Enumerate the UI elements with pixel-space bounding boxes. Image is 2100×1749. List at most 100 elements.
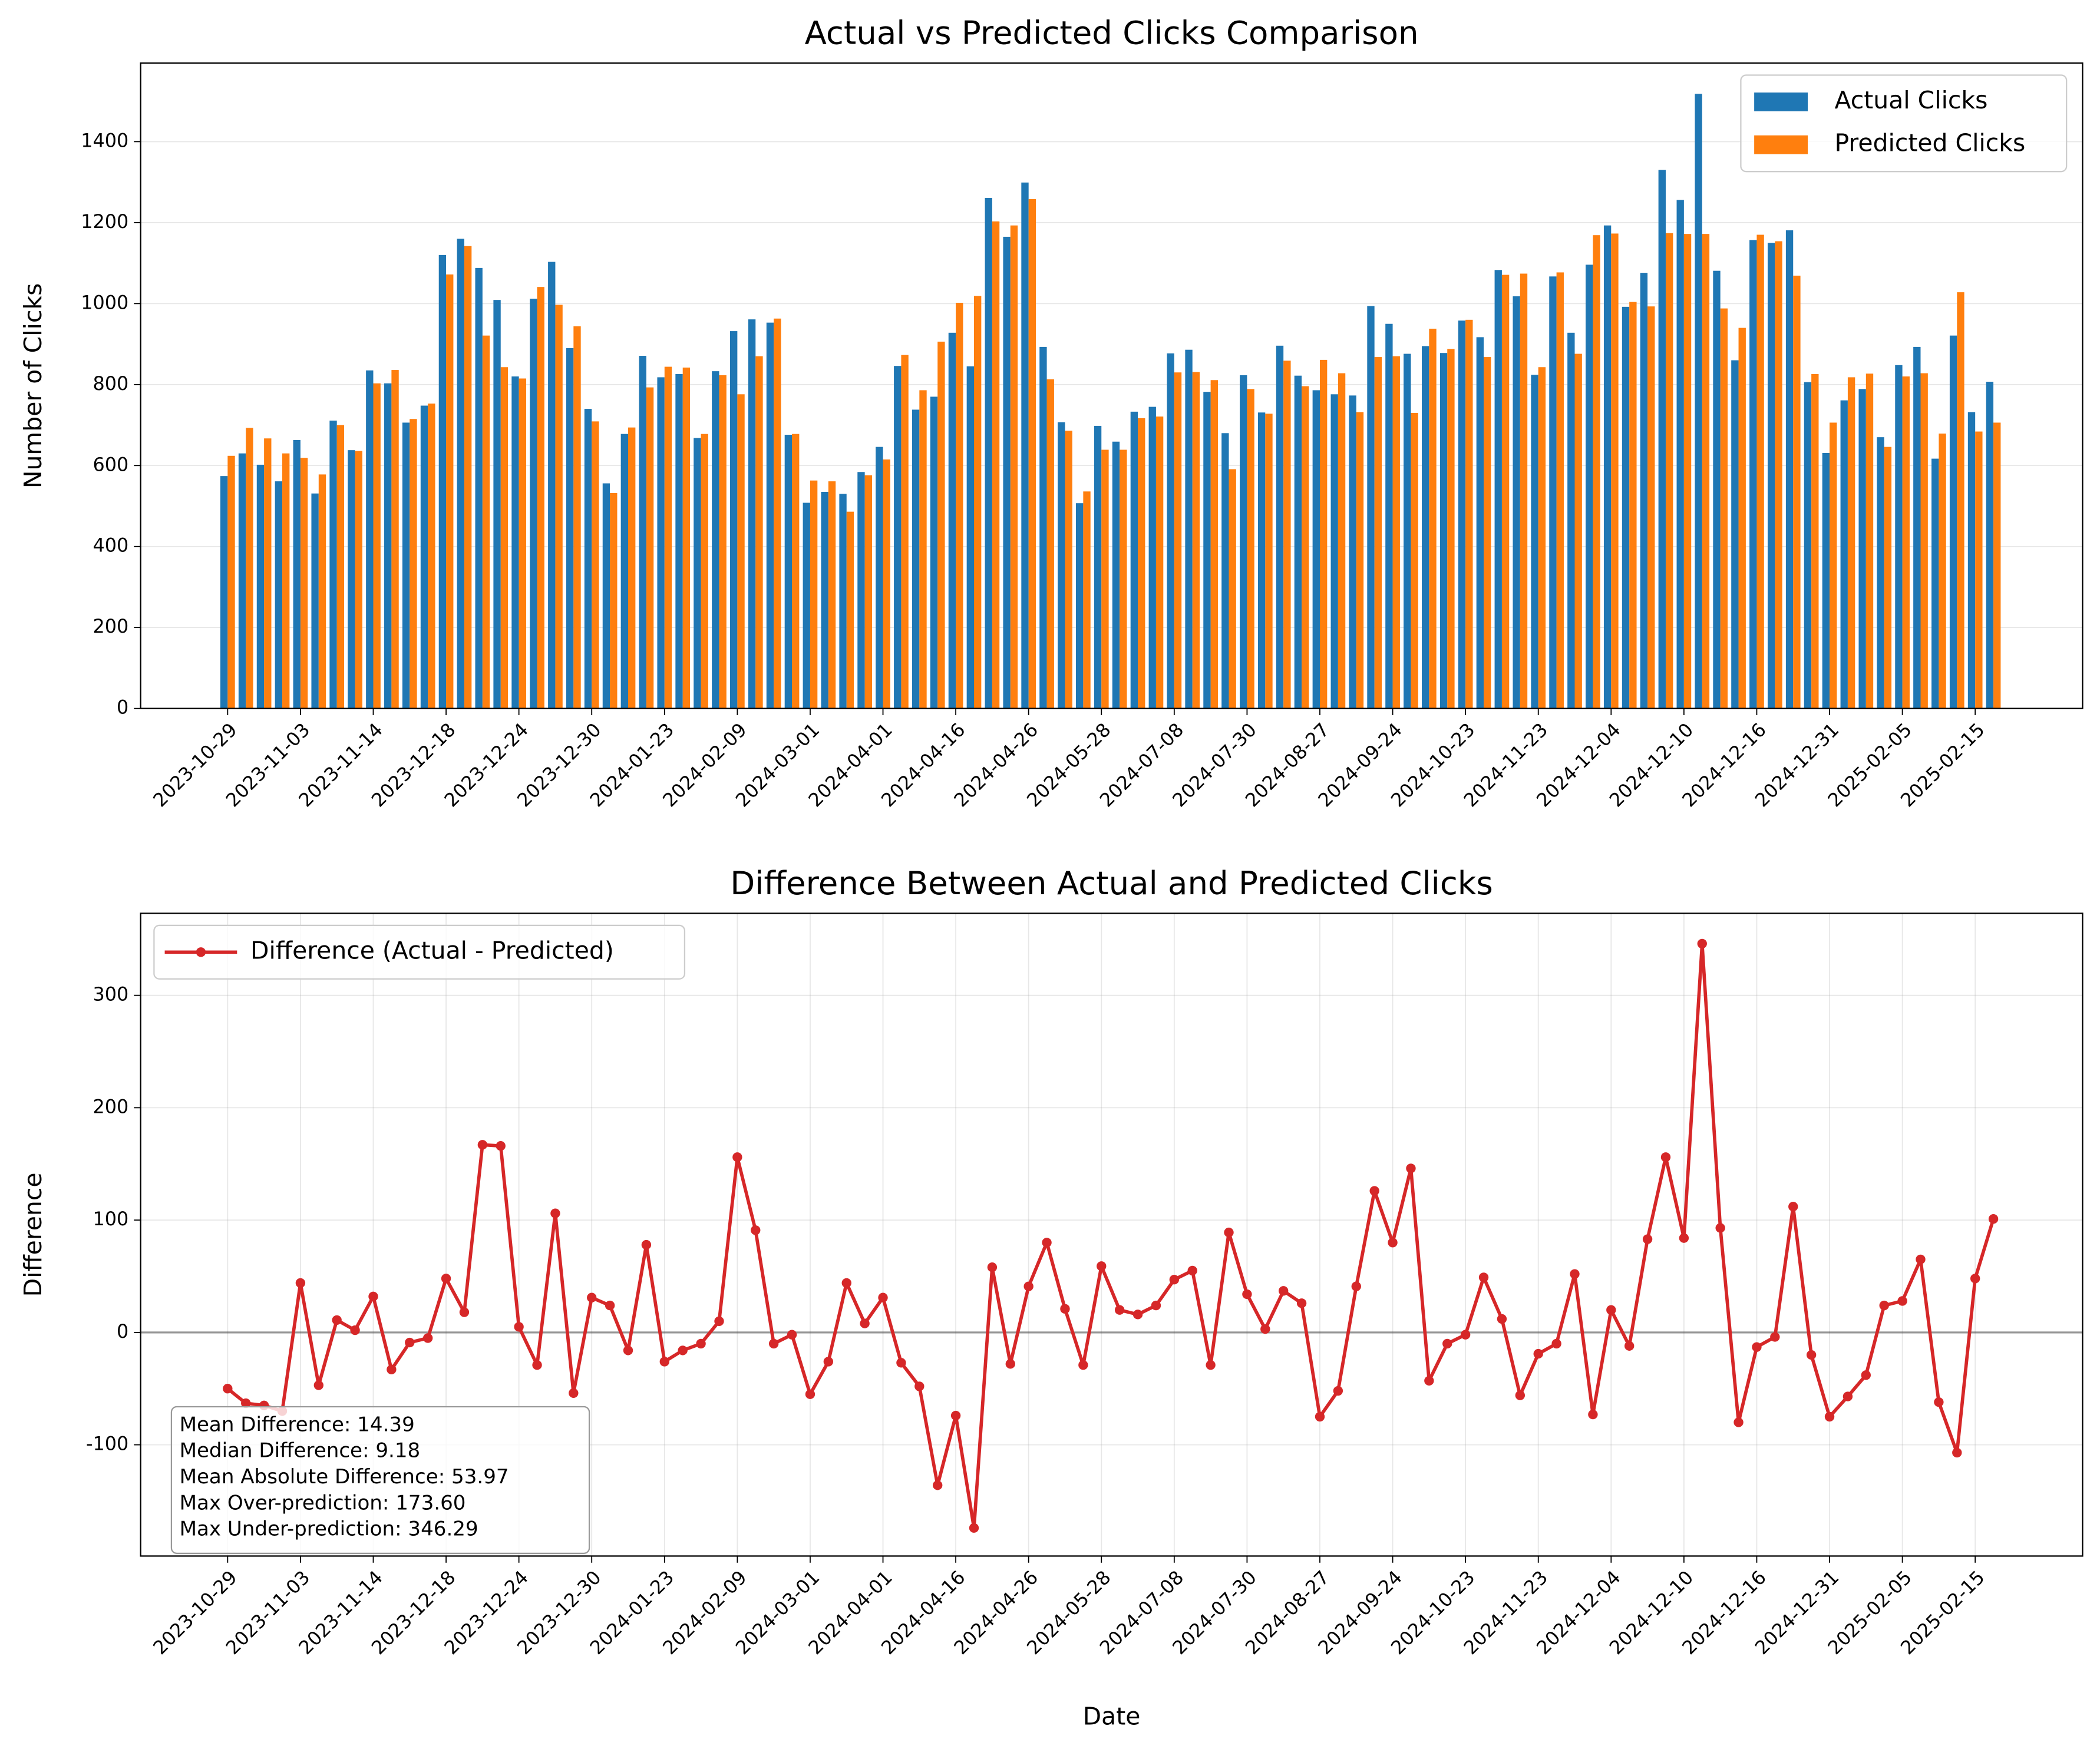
bar <box>719 375 727 709</box>
y-tick-label: 400 <box>93 534 128 557</box>
point <box>1806 1350 1817 1360</box>
bar <box>1229 469 1236 709</box>
bar <box>1567 332 1575 709</box>
bar <box>548 262 556 709</box>
bar <box>1858 389 1866 709</box>
bar <box>519 378 526 709</box>
bar <box>748 319 756 709</box>
point <box>1369 1186 1379 1196</box>
bar <box>410 419 417 709</box>
line <box>226 942 1995 1530</box>
bar <box>1138 418 1145 709</box>
bar <box>1720 308 1728 709</box>
bar <box>864 475 872 709</box>
point <box>1970 1274 1980 1284</box>
bar <box>1658 170 1666 709</box>
bar <box>639 356 646 709</box>
bar <box>1392 356 1400 709</box>
bar <box>620 434 629 709</box>
bar <box>1247 389 1254 709</box>
y-tick-label: 800 <box>93 372 128 395</box>
bar <box>919 390 927 709</box>
point <box>1752 1342 1762 1352</box>
point <box>1224 1227 1234 1238</box>
point <box>1824 1411 1835 1422</box>
bar <box>1884 447 1892 709</box>
bar <box>1494 270 1502 709</box>
point <box>241 1398 251 1409</box>
point <box>860 1318 870 1328</box>
bar <box>1549 276 1557 709</box>
y-tick-label: 300 <box>93 983 128 1006</box>
bar <box>530 299 537 709</box>
y-tick-label: 200 <box>93 1095 128 1117</box>
point <box>441 1274 451 1284</box>
bar <box>1112 441 1120 709</box>
point <box>422 1333 433 1343</box>
bar <box>293 439 301 709</box>
point <box>514 1322 524 1332</box>
bar <box>282 453 290 709</box>
chart-title: Actual vs Predicted Clicks Comparison <box>805 14 1419 51</box>
point <box>387 1364 397 1374</box>
bar <box>275 481 283 709</box>
bar <box>1785 230 1794 709</box>
bar <box>220 476 228 709</box>
bar <box>1513 296 1520 709</box>
bar <box>1957 292 1964 709</box>
bar <box>329 420 337 709</box>
point <box>641 1239 652 1250</box>
point <box>678 1345 688 1355</box>
bar <box>300 458 308 709</box>
bar <box>846 511 854 709</box>
bar <box>1975 431 1983 709</box>
bar <box>1501 275 1510 709</box>
point <box>1588 1409 1598 1420</box>
point <box>1843 1391 1853 1401</box>
point <box>1697 938 1707 949</box>
point <box>1916 1254 1926 1265</box>
y-tick-label: 0 <box>117 1320 128 1343</box>
point <box>1770 1332 1780 1342</box>
point <box>1497 1314 1507 1324</box>
point <box>823 1357 834 1367</box>
bar <box>1185 349 1193 709</box>
bar <box>1039 346 1047 709</box>
bar <box>1294 375 1302 709</box>
bar <box>1476 337 1484 709</box>
bar <box>1556 272 1564 709</box>
bar <box>1920 373 1928 709</box>
point <box>1715 1223 1725 1233</box>
bar <box>1210 380 1218 709</box>
bar <box>1404 353 1411 709</box>
bar <box>628 427 636 709</box>
y-tick-label: 1200 <box>81 210 128 233</box>
point <box>1315 1411 1325 1422</box>
bar <box>1283 361 1291 709</box>
bar <box>264 438 272 709</box>
bar <box>438 254 447 709</box>
bar <box>482 335 490 709</box>
bar <box>1083 491 1091 709</box>
point <box>569 1388 579 1398</box>
bar <box>1665 233 1673 709</box>
bar <box>894 366 902 709</box>
bar <box>839 494 847 709</box>
bar <box>348 450 355 709</box>
bar <box>1094 425 1102 709</box>
bar <box>1101 449 1109 709</box>
point <box>1624 1341 1635 1351</box>
bar <box>238 453 246 709</box>
bar <box>701 434 708 709</box>
legend-swatch <box>1754 92 1808 111</box>
bar <box>1538 367 1546 709</box>
bar <box>1811 373 1819 709</box>
bar <box>1192 372 1200 709</box>
point <box>368 1291 378 1302</box>
bar <box>1411 412 1418 709</box>
point <box>1132 1310 1143 1320</box>
bar <box>1939 433 1946 709</box>
bar <box>1155 416 1164 709</box>
